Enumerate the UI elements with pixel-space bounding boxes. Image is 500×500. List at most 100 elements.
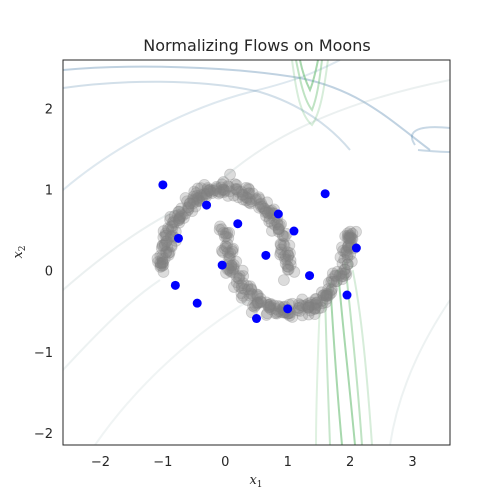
moon-point	[346, 227, 359, 240]
moon-point	[302, 301, 315, 314]
moon-point	[232, 185, 245, 198]
moon-point	[316, 294, 328, 307]
sample-point	[173, 233, 183, 243]
moon-point	[230, 179, 243, 191]
moon-point	[238, 283, 251, 296]
moon-point	[260, 210, 272, 222]
moon-point	[312, 302, 325, 315]
moon-point	[165, 240, 178, 253]
x-tick-label: 1	[284, 455, 292, 470]
moon-point	[228, 281, 240, 293]
moon-point	[237, 289, 250, 302]
moon-point	[252, 296, 265, 309]
sample-point	[202, 200, 212, 210]
moon-point	[222, 251, 235, 264]
moon-point	[172, 214, 185, 226]
moon-point	[333, 269, 346, 282]
moon-point	[263, 215, 276, 228]
moon-point	[233, 272, 246, 285]
contour-line	[329, 279, 343, 445]
moon-point	[281, 246, 294, 259]
moon-point	[242, 283, 254, 296]
moon-point	[251, 296, 264, 309]
moon-point	[321, 288, 334, 300]
moon-point	[167, 215, 180, 228]
contour-line	[63, 79, 450, 291]
moon-point	[319, 289, 332, 302]
moon-point	[282, 250, 295, 262]
moon-point	[288, 266, 301, 278]
moon-point	[278, 239, 291, 252]
moon-point	[301, 301, 314, 314]
moon-point	[244, 280, 257, 293]
moon-point	[245, 287, 257, 300]
moon-point	[294, 299, 307, 312]
moon-point	[343, 232, 356, 245]
moon-point	[183, 197, 196, 210]
moon-point	[319, 296, 332, 309]
sample-point	[283, 304, 293, 314]
moon-point	[156, 250, 169, 263]
moon-point	[350, 225, 362, 238]
moon-point	[166, 223, 178, 236]
moon-point	[260, 309, 273, 321]
moon-point	[274, 238, 287, 250]
moon-point	[330, 275, 343, 288]
moon-point	[262, 207, 274, 220]
moon-point	[272, 223, 285, 236]
moon-point	[292, 298, 305, 310]
sample-point	[289, 226, 299, 236]
moon-point	[320, 290, 333, 302]
moon-point	[173, 212, 186, 225]
moon-point	[156, 253, 169, 266]
moon-point	[235, 279, 248, 292]
moon-point	[230, 255, 243, 268]
moon-point	[273, 219, 286, 232]
moon-point	[221, 227, 234, 239]
moon-point	[274, 246, 287, 259]
moon-point	[226, 243, 239, 256]
moon-point	[181, 204, 194, 217]
sample-point	[217, 260, 227, 270]
sample-point	[305, 271, 315, 281]
moon-point	[275, 243, 288, 256]
x-tick-label: 2	[346, 455, 354, 470]
moon-point	[198, 187, 211, 200]
moon-point	[201, 183, 214, 196]
contour-line	[344, 261, 363, 445]
contour-line	[349, 257, 373, 445]
moon-point	[237, 193, 249, 206]
moon-point	[220, 241, 233, 254]
moon-point	[241, 280, 254, 292]
moon-point	[296, 300, 309, 312]
moon-point	[262, 206, 275, 219]
moon-point	[260, 296, 273, 309]
moon-point	[233, 280, 245, 292]
moon-point	[282, 249, 295, 261]
moon-point	[344, 231, 357, 244]
moon-point	[241, 294, 254, 306]
moon-point	[243, 187, 256, 200]
moon-point	[160, 235, 173, 248]
moon-point	[230, 276, 243, 289]
moon-point	[243, 289, 256, 302]
contour-line	[63, 65, 431, 151]
moon-point	[155, 257, 167, 270]
moon-point	[154, 260, 167, 273]
moon-point	[251, 290, 264, 303]
moon-point	[326, 283, 338, 296]
moon-point	[207, 184, 220, 197]
moon-point	[157, 231, 170, 244]
sample-point	[342, 290, 352, 300]
moon-point	[186, 193, 199, 206]
moon-point	[259, 206, 272, 219]
moon-point	[257, 202, 270, 215]
contour-line	[324, 289, 331, 445]
contour-line	[389, 299, 450, 445]
moon-point	[292, 301, 305, 314]
moon-point	[253, 201, 265, 214]
moon-point	[235, 185, 248, 198]
moon-point	[158, 239, 171, 252]
moon-point	[226, 266, 239, 279]
moon-point	[235, 287, 248, 300]
